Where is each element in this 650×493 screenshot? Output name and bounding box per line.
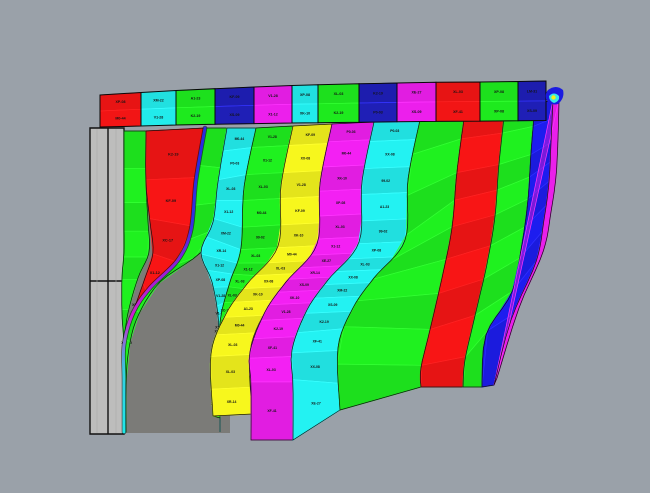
svg-text:XL-03: XL-03 [276, 267, 285, 271]
svg-text:V1-28: V1-28 [154, 115, 164, 119]
svg-text:V1-28: V1-28 [268, 94, 278, 98]
svg-text:XL-03: XL-03 [226, 370, 235, 374]
svg-text:K2-19: K2-19 [168, 152, 178, 156]
svg-text:XF-41: XF-41 [267, 409, 276, 413]
svg-text:P0-03: P0-03 [373, 111, 383, 115]
svg-text:XP-08: XP-08 [216, 278, 226, 282]
svg-text:X1-12: X1-12 [263, 158, 272, 162]
svg-text:K2-19: K2-19 [274, 327, 283, 331]
svg-text:LM-31: LM-31 [527, 89, 537, 93]
svg-text:XM-22: XM-22 [153, 98, 164, 102]
svg-text:M0-44: M0-44 [235, 323, 245, 327]
svg-text:M0-44: M0-44 [115, 117, 125, 121]
svg-text:XP-08: XP-08 [336, 201, 346, 205]
svg-text:V1-28: V1-28 [216, 294, 225, 298]
svg-text:V1-28: V1-28 [268, 135, 277, 139]
svg-text:M0-44: M0-44 [342, 152, 352, 156]
svg-text:XL-03: XL-03 [266, 368, 275, 372]
svg-text:XX-08: XX-08 [301, 156, 311, 160]
svg-text:XP-08: XP-08 [372, 249, 382, 253]
svg-text:A1-23: A1-23 [380, 205, 389, 209]
svg-text:XS-09: XS-09 [230, 113, 240, 117]
svg-text:XP-08: XP-08 [494, 90, 504, 94]
svg-text:99-02: 99-02 [256, 236, 265, 240]
svg-text:M0-44: M0-44 [257, 211, 267, 215]
svg-text:XL-03: XL-03 [258, 185, 267, 189]
svg-text:XF-41: XF-41 [268, 346, 277, 350]
svg-text:P0-03: P0-03 [346, 130, 355, 134]
svg-text:KF-09: KF-09 [295, 209, 305, 213]
svg-text:K2-19: K2-19 [373, 91, 383, 95]
svg-text:XL-03: XL-03 [335, 225, 344, 229]
svg-text:X1-12: X1-12 [215, 264, 224, 268]
svg-text:XL-03: XL-03 [453, 90, 463, 94]
svg-text:XS-09: XS-09 [412, 110, 422, 114]
svg-text:XP-08: XP-08 [300, 93, 310, 97]
svg-text:XM-22: XM-22 [221, 231, 231, 235]
svg-text:XE-27: XE-27 [412, 91, 422, 95]
svg-text:XP-08: XP-08 [116, 100, 126, 104]
svg-text:X1-12: X1-12 [243, 267, 252, 271]
svg-text:XS-09: XS-09 [527, 109, 537, 113]
svg-text:XK-10: XK-10 [290, 296, 300, 300]
svg-text:XL-03: XL-03 [251, 254, 260, 258]
svg-text:XL-03: XL-03 [228, 293, 237, 297]
svg-text:XK-10: XK-10 [294, 234, 304, 238]
svg-text:XX-08: XX-08 [348, 275, 358, 279]
svg-text:XS-09: XS-09 [299, 283, 309, 287]
svg-text:P0-03: P0-03 [230, 162, 239, 166]
svg-text:V1-28: V1-28 [281, 310, 290, 314]
svg-text:P0-03: P0-03 [390, 129, 399, 133]
svg-text:XR-14: XR-14 [216, 249, 226, 253]
svg-text:XR-14: XR-14 [310, 271, 320, 275]
svg-text:XX-08: XX-08 [310, 365, 320, 369]
svg-text:X1-12: X1-12 [224, 210, 233, 214]
svg-text:XK-10: XK-10 [300, 112, 310, 116]
svg-text:X1-12: X1-12 [268, 112, 278, 116]
svg-text:V1-28: V1-28 [297, 183, 306, 187]
svg-text:KF-09: KF-09 [166, 199, 177, 203]
svg-text:XK-10: XK-10 [253, 293, 263, 297]
svg-text:K2-19: K2-19 [191, 114, 201, 118]
svg-text:A1-23: A1-23 [191, 97, 201, 101]
svg-text:XF-41: XF-41 [313, 340, 322, 344]
svg-text:K2-19: K2-19 [319, 320, 328, 324]
svg-text:XE-27: XE-27 [311, 402, 321, 406]
svg-text:XE-27: XE-27 [322, 259, 332, 263]
svg-text:XX-08: XX-08 [385, 152, 395, 156]
svg-text:XS-09: XS-09 [328, 303, 338, 307]
svg-text:XL-03: XL-03 [334, 92, 344, 96]
svg-text:XK-10: XK-10 [337, 176, 347, 180]
svg-text:XL-03: XL-03 [360, 263, 369, 267]
svg-text:XL-03: XL-03 [235, 280, 244, 284]
svg-text:KF-09: KF-09 [230, 95, 240, 99]
svg-text:XX-08: XX-08 [264, 279, 274, 283]
svg-text:99-02: 99-02 [379, 230, 388, 234]
svg-text:A1-23: A1-23 [244, 307, 253, 311]
svg-text:XL-03: XL-03 [228, 343, 237, 347]
svg-text:XC-17: XC-17 [162, 238, 173, 242]
svg-text:XL-03: XL-03 [226, 187, 235, 191]
svg-text:KF-09: KF-09 [306, 133, 316, 137]
svg-text:XM-22: XM-22 [337, 289, 347, 293]
svg-text:XF-41: XF-41 [453, 110, 463, 114]
svg-text:K2-19: K2-19 [334, 111, 344, 115]
svg-text:X1-12: X1-12 [150, 271, 160, 275]
svg-text:X1-12: X1-12 [331, 244, 340, 248]
svg-text:M0-44: M0-44 [235, 137, 245, 141]
svg-text:M0-44: M0-44 [287, 253, 297, 257]
svg-text:XP-08: XP-08 [494, 110, 504, 114]
svg-text:99-02: 99-02 [381, 179, 390, 183]
svg-text:XR-14: XR-14 [227, 400, 237, 404]
